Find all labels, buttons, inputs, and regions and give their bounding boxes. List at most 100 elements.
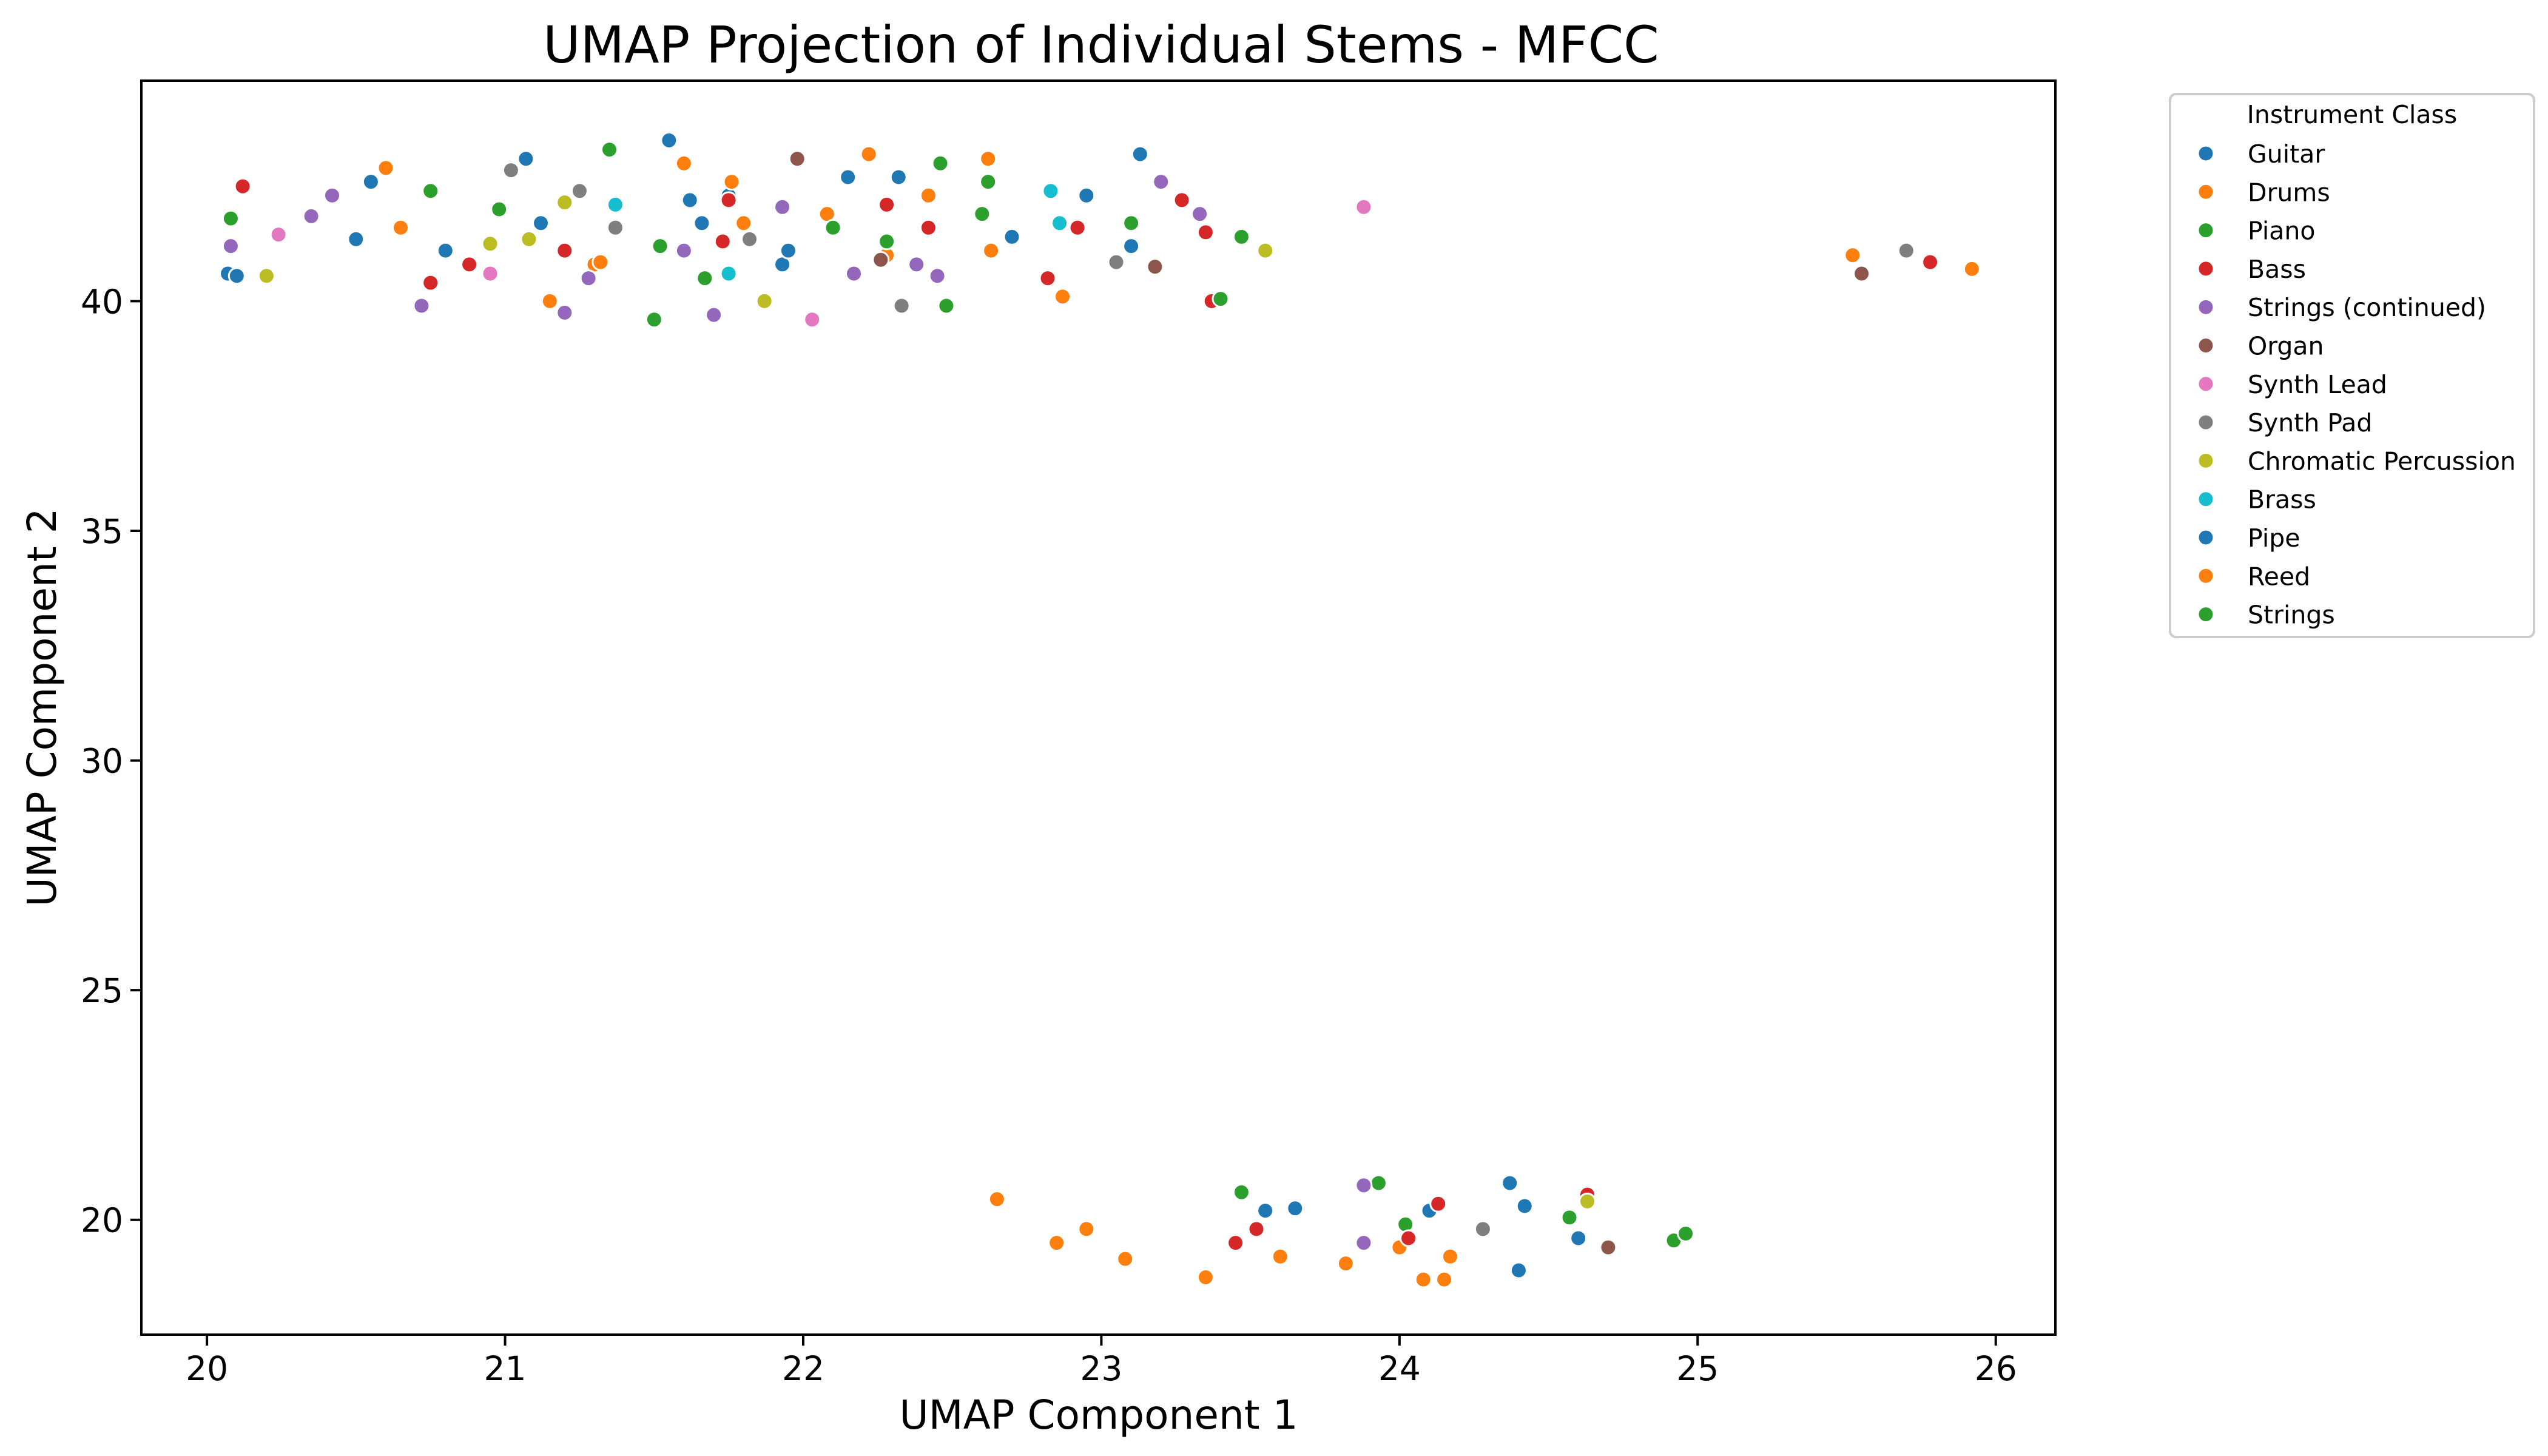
legend-label: Synth Lead (2248, 370, 2387, 399)
scatter-point (1569, 1229, 1588, 1247)
y-axis: 20 25 30 35 40 (81, 282, 141, 1240)
series-reed (592, 253, 610, 271)
scatter-point (860, 145, 878, 163)
scatter-point (1921, 253, 1940, 271)
scatter-point (919, 218, 937, 237)
scatter-point (392, 218, 410, 237)
scatter-point (1196, 223, 1215, 241)
legend-label: Strings (continued) (2248, 293, 2486, 322)
scatter-point (645, 311, 663, 329)
scatter-point (257, 267, 275, 285)
legend-marker (2197, 144, 2215, 163)
scatter-point (660, 131, 678, 149)
scatter-point (755, 292, 774, 310)
scatter-point (1107, 253, 1125, 271)
scatter-point (1116, 1250, 1134, 1268)
scatter-point (937, 297, 956, 315)
scatter-point (675, 241, 693, 260)
scatter-point (269, 226, 288, 244)
legend-item: Synth Lead (2197, 370, 2387, 399)
plot-frame (140, 79, 2057, 1336)
scatter-point (556, 303, 574, 322)
legend-item: Organ (2197, 332, 2324, 361)
scatter-point (436, 241, 454, 260)
scatter-point (723, 173, 741, 191)
legend-item: Drums (2197, 178, 2330, 207)
legend-item: Synth Pad (2197, 408, 2372, 437)
scatter-point (803, 311, 821, 329)
scatter-point (1369, 1174, 1387, 1192)
legend-label: Guitar (2248, 140, 2325, 169)
scatter-point (931, 154, 949, 172)
scatter-point (1247, 1220, 1266, 1238)
scatter-point (979, 150, 997, 168)
scatter-point (1853, 265, 1871, 283)
scatter-point (1146, 258, 1164, 276)
scatter-point (1077, 1220, 1096, 1238)
legend-label: Brass (2248, 485, 2316, 514)
scatter-point (1256, 241, 1275, 260)
scatter-point (1400, 1229, 1418, 1247)
scatter-point (1355, 1234, 1373, 1252)
legend-marker (2197, 451, 2215, 470)
scatter-point (1122, 237, 1141, 255)
x-tick-label: 23 (1080, 1349, 1122, 1388)
scatter-point (1336, 1255, 1355, 1273)
scatter-point (774, 198, 792, 216)
scatter-point (377, 159, 395, 177)
scatter-point (481, 265, 499, 283)
legend-title: Instrument Class (2247, 100, 2457, 129)
scatter-point (1677, 1224, 1695, 1242)
scatter-point (1232, 228, 1250, 246)
series-chromatic-percussion (257, 194, 1596, 1210)
scatter-point (878, 195, 896, 214)
scatter-point (1286, 1199, 1304, 1218)
legend-frame (2169, 93, 2535, 638)
legend-item: Bass (2197, 255, 2306, 284)
scatter-point (302, 207, 320, 225)
series-drums (377, 145, 1981, 1289)
scatter-point (979, 173, 997, 191)
scatter-point (556, 241, 574, 260)
series-guitar (219, 131, 1588, 1279)
x-tick-label: 22 (782, 1349, 824, 1388)
scatter-point (1509, 1261, 1528, 1279)
scatter-point (1474, 1220, 1492, 1238)
series-piano (221, 141, 1695, 1250)
series-brass (606, 182, 1069, 283)
scatter-point (541, 292, 559, 310)
scatter-point (1435, 1270, 1454, 1289)
series-organ (788, 150, 1871, 1256)
scatter-point (705, 306, 723, 324)
scatter-point (1212, 290, 1230, 308)
legend-marker (2197, 183, 2215, 201)
scatter-point (788, 150, 806, 168)
scatter-point (824, 218, 842, 237)
x-axis: 20 21 22 23 24 25 26 (186, 1335, 2017, 1388)
scatter-point (889, 168, 908, 186)
scatter-point (1844, 246, 1862, 265)
scatter-point (532, 214, 550, 232)
scatter-point (1122, 214, 1141, 232)
scatter-point (1560, 1208, 1579, 1227)
scatter-point (908, 255, 926, 274)
legend-item: Strings (continued) (2197, 293, 2486, 322)
scatter-point (651, 237, 669, 255)
y-tick-label: 20 (81, 1201, 123, 1240)
scatter-point (1077, 186, 1096, 204)
scatter-point (221, 209, 240, 228)
scatter-point (556, 194, 574, 212)
scatter-point (720, 265, 738, 283)
x-tick-label: 21 (484, 1349, 527, 1388)
scatter-point (1131, 145, 1149, 163)
scatter-point (520, 230, 538, 248)
scatter-point (1579, 1192, 1596, 1210)
legend-label: Pipe (2248, 524, 2300, 553)
scatter-point (675, 154, 693, 172)
scatter-point (1191, 205, 1209, 223)
y-tick-label: 35 (81, 512, 123, 551)
points-layer (219, 131, 1981, 1289)
scatter-point (1441, 1247, 1459, 1266)
scatter-point (579, 269, 598, 288)
scatter-point (422, 274, 440, 292)
